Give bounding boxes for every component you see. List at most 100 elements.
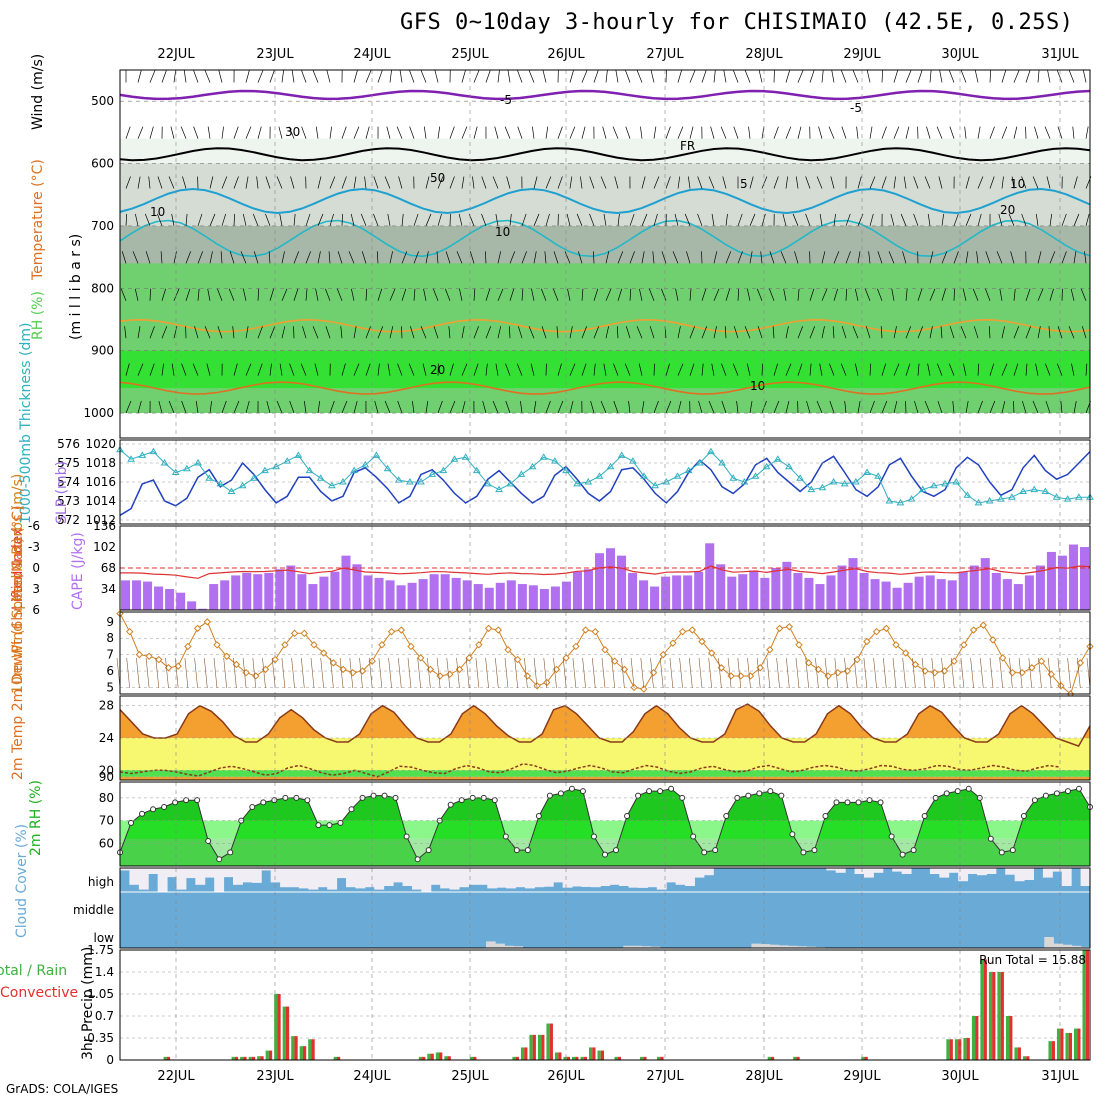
cloud-high-bar [477, 868, 488, 885]
wind-barb [605, 251, 610, 264]
wind-barb [192, 363, 199, 376]
wind-barb [758, 70, 763, 83]
wind-barb [157, 213, 163, 227]
wind-barb [291, 657, 295, 689]
wind-barb [1085, 213, 1090, 227]
wind-barb [497, 288, 504, 301]
wind-barb [401, 251, 408, 264]
wind-barb [589, 213, 595, 227]
precip-total-bar [1005, 1016, 1010, 1060]
rh-band-60-70 [120, 820, 1090, 839]
wind-barb [857, 176, 862, 189]
wind-barb [1032, 176, 1039, 189]
wind-barb [317, 401, 321, 414]
wind-barb [305, 251, 312, 264]
precip-convective-bar [251, 1056, 256, 1060]
wind-barb [221, 213, 227, 227]
wind-barb [905, 288, 908, 301]
wind-barb [353, 326, 357, 339]
wind-barb [852, 70, 859, 83]
ylabel-part: Wind (m/s) [30, 54, 46, 130]
cloud-high-bar [449, 868, 460, 890]
ylabel-part: Temperature (°C) [30, 159, 46, 281]
wind-barb [953, 288, 955, 301]
wind-barb [401, 213, 404, 226]
wind-barb [353, 400, 358, 414]
bottom-date-label: 31JUL [1041, 1069, 1079, 1084]
cape-bar [760, 577, 770, 610]
wind-barb [936, 126, 943, 139]
wind-barb [185, 251, 192, 264]
cloud-low-bar [797, 946, 807, 948]
wind-marker [494, 626, 503, 634]
wind-barb [365, 126, 370, 139]
wind-barb [893, 400, 898, 414]
wind-barb [505, 400, 511, 414]
wind-barb [937, 363, 943, 376]
wind-barb [353, 126, 360, 139]
wind-barb [365, 70, 372, 83]
wind-barb [473, 326, 479, 339]
y-tick-label: 28 [99, 699, 114, 713]
cloud-high-bar [948, 868, 959, 873]
wind-barb [648, 288, 655, 301]
precip-total-bar [546, 1023, 550, 1060]
wind-barb [256, 176, 259, 189]
wind-barb [325, 288, 331, 301]
wind-marker [145, 652, 153, 660]
wind-barb [698, 400, 703, 414]
wind-barb [325, 326, 331, 339]
wind-barb [473, 126, 478, 139]
rh-marker [271, 797, 278, 804]
precip-total-bar [657, 1056, 661, 1060]
wind-barb [970, 657, 974, 689]
rh-marker [304, 797, 311, 804]
wind-barb [624, 363, 631, 376]
wind-barb [929, 251, 934, 264]
wind-barb [329, 213, 334, 227]
cloud-high-bar [835, 868, 846, 873]
wind-barb [772, 326, 775, 339]
wind-barb [389, 251, 393, 264]
precip-convective-bar [600, 1050, 604, 1060]
wind-barb [168, 400, 175, 414]
rh-marker [491, 797, 498, 804]
cape-bar [672, 575, 682, 610]
cape-bar [1013, 584, 1023, 610]
wind-barb [485, 288, 491, 301]
wind-barb [797, 326, 804, 339]
wind-barb [485, 326, 492, 339]
wind-barb [581, 363, 587, 376]
wind-barb [1001, 176, 1004, 189]
cloud-high-bar [1024, 868, 1034, 880]
wind-barb [504, 657, 509, 689]
wind-barb [301, 70, 307, 83]
wind-barb [289, 400, 295, 414]
upper-air-frame [119, 69, 1091, 439]
wind-barb [173, 251, 177, 264]
wind-barb [689, 326, 695, 339]
thickness-marker [127, 455, 136, 462]
cloud-high-bar [1005, 868, 1016, 875]
y-tick-label: 70 [99, 814, 114, 828]
wind-barb [672, 251, 679, 264]
wind-barb [833, 213, 836, 226]
wind-barb [974, 70, 979, 83]
cape-bar [859, 572, 869, 610]
precip-convective-bar [311, 1039, 315, 1060]
y-tick-label-right: 68 [101, 561, 116, 575]
wind-barb [996, 251, 1003, 264]
thickness-marker [718, 459, 726, 466]
wind-barb [495, 363, 499, 376]
cape-bar [374, 577, 384, 610]
cloud-high-bar [261, 868, 272, 871]
wind-barb [532, 126, 535, 139]
rh-marker [723, 813, 730, 820]
wind-barb [125, 400, 132, 414]
y-tick-label: 6 [106, 664, 114, 678]
wind-barb [769, 251, 775, 264]
precip-convective-bar [575, 1056, 579, 1060]
precip-total-bar [1073, 1028, 1078, 1060]
wind-barb [137, 70, 142, 83]
wind-barb [953, 213, 959, 227]
